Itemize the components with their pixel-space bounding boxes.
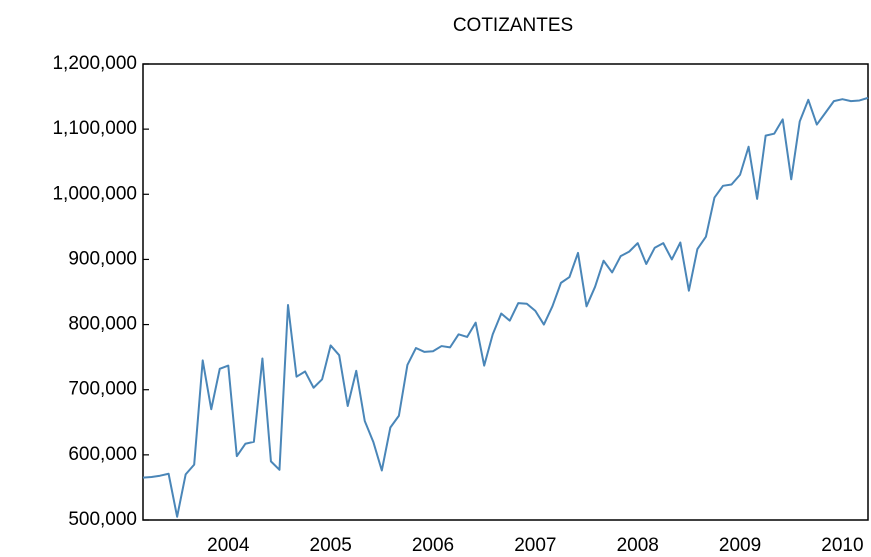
y-tick-label: 600,000 <box>68 444 137 465</box>
plot-frame <box>142 63 869 521</box>
x-tick-label: 2010 <box>821 535 863 556</box>
y-tick-label: 1,000,000 <box>52 183 137 204</box>
y-tick-label: 1,100,000 <box>52 118 137 139</box>
y-tick-label: 1,200,000 <box>52 53 137 74</box>
y-tick-label: 900,000 <box>68 248 137 269</box>
x-tick-label: 2009 <box>719 535 761 556</box>
chart-title: COTIZANTES <box>453 15 573 36</box>
y-tick-label: 500,000 <box>68 509 137 530</box>
y-tick-label: 800,000 <box>68 314 137 335</box>
x-tick-label: 2005 <box>310 535 352 556</box>
x-tick-label: 2004 <box>207 535 250 556</box>
series-line <box>142 96 869 518</box>
x-tick-label: 2008 <box>617 535 659 556</box>
x-tick-label: 2006 <box>412 535 454 556</box>
x-tick-label: 2007 <box>514 535 556 556</box>
y-tick-label: 700,000 <box>68 379 137 400</box>
